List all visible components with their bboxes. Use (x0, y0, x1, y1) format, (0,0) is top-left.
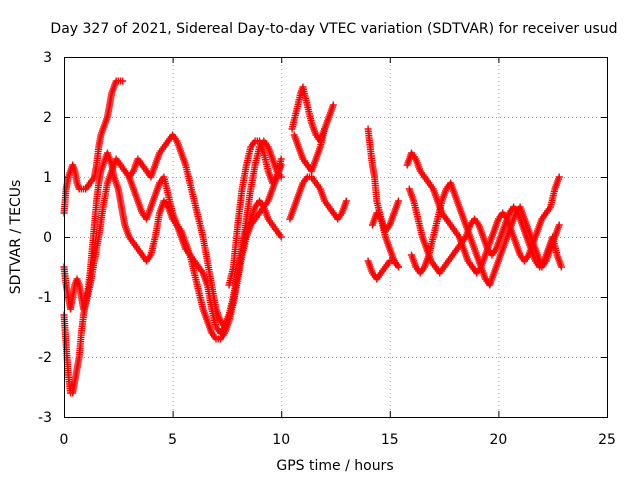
x-tick-label: 10 (272, 432, 290, 448)
y-tick-label: -2 (38, 350, 52, 366)
y-tick-label: 1 (43, 170, 52, 186)
x-tick-label: 5 (168, 432, 177, 448)
data-point (394, 263, 402, 271)
x-tick-labels: 0 5 10 15 20 25 (60, 432, 616, 448)
y-tick-label: 3 (43, 50, 52, 66)
plot-frame (64, 57, 608, 418)
y-tick-label: -1 (38, 290, 52, 306)
x-tick-label: 20 (489, 432, 507, 448)
x-tick-label: 15 (381, 432, 399, 448)
data-point (394, 197, 402, 205)
y-tick-label: 0 (43, 230, 52, 246)
y-tick-labels: -3 -2 -1 0 1 2 3 (38, 50, 52, 426)
data-point (329, 101, 337, 109)
data-point (277, 155, 285, 163)
data-point (555, 173, 563, 181)
data-point (321, 125, 329, 133)
data-marks (60, 77, 565, 397)
y-tick-label: -3 (38, 410, 52, 426)
y-tick-label: 2 (43, 110, 52, 126)
data-point (342, 197, 350, 205)
x-tick-label: 25 (598, 432, 616, 448)
data-point (555, 221, 563, 229)
data-point (277, 233, 285, 241)
data-point (119, 77, 127, 85)
x-axis-label: GPS time / hours (276, 458, 393, 474)
y-axis-label: SDTVAR / TECUs (8, 180, 24, 295)
chart-title: Day 327 of 2021, Sidereal Day-to-day VTE… (50, 21, 617, 37)
x-tick-label: 0 (60, 432, 69, 448)
data-point (557, 263, 565, 271)
